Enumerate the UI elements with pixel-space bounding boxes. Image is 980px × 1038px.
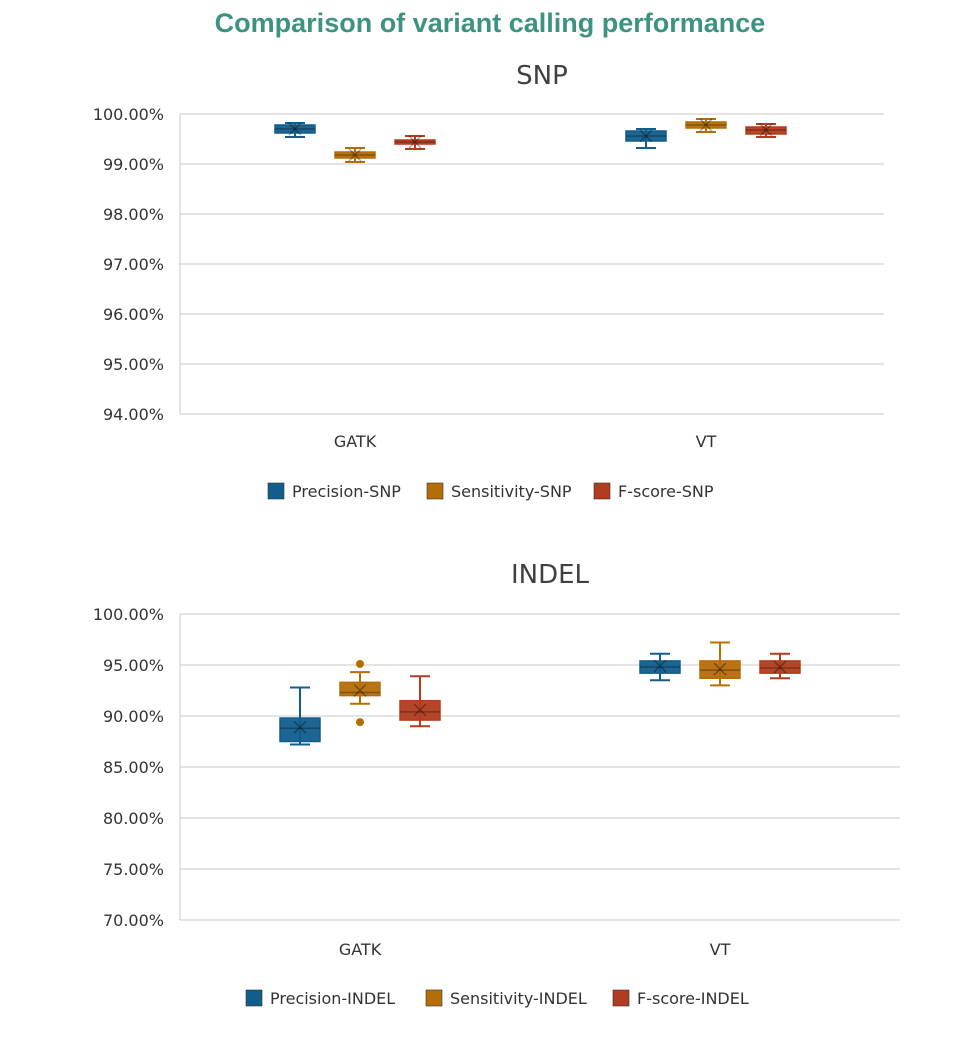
box-f-score-indel-vt <box>759 652 801 680</box>
box <box>399 699 441 721</box>
box-sensitivity-snp-gatk <box>334 147 376 163</box>
legend-swatch <box>612 989 630 1007</box>
box <box>639 660 681 674</box>
y-tick-label: 97.00% <box>103 255 164 274</box>
chart-title: INDEL <box>511 560 590 590</box>
outlier-point <box>356 718 364 727</box>
chart-snp: SNP 94.00% 95.00% 96.00% 97.00% 98.00% 99.00% 1… <box>93 61 884 501</box>
y-tick-label: 85.00% <box>103 758 164 777</box>
mean-marker <box>653 659 667 673</box>
box-sensitivity-snp-vt <box>685 118 727 133</box>
y-tick-label: 70.00% <box>103 911 164 930</box>
legend-label: Sensitivity-INDEL <box>450 989 587 1008</box>
box-precision-indel-vt <box>639 652 681 682</box>
x-tick-label: GATK <box>339 940 382 959</box>
y-tick-label: 98.00% <box>103 205 164 224</box>
y-tick-label: 96.00% <box>103 305 164 324</box>
x-tick-label: GATK <box>334 432 377 451</box>
legend-swatch <box>426 482 444 500</box>
box-sensitivity-indel-gatk <box>339 659 381 727</box>
legend-label: F-score-SNP <box>618 482 714 501</box>
y-tick-label: 100.00% <box>93 605 164 624</box>
mean-marker <box>713 662 727 676</box>
box <box>274 124 316 134</box>
outlier-point <box>356 659 364 668</box>
legend-swatch <box>267 482 285 500</box>
box-f-score-indel-gatk <box>399 675 441 728</box>
box <box>339 681 381 697</box>
box <box>759 660 801 674</box>
y-tick-label: 99.00% <box>103 155 164 174</box>
box <box>279 717 321 743</box>
y-tick-label: 95.00% <box>103 355 164 374</box>
y-tick-label: 94.00% <box>103 405 164 424</box>
mean-marker <box>408 135 422 149</box>
legend-swatch <box>425 989 443 1007</box>
x-tick-label: VT <box>710 940 731 959</box>
legend-label: Sensitivity-SNP <box>451 482 572 501</box>
y-tick-label: 90.00% <box>103 707 164 726</box>
box-precision-snp-vt <box>625 128 667 149</box>
mean-marker <box>639 129 653 143</box>
mean-marker <box>759 123 773 137</box>
mean-marker <box>413 703 427 717</box>
box-f-score-snp-vt <box>745 123 787 138</box>
legend-label: F-score-INDEL <box>637 989 749 1008</box>
chart-indel: INDEL 70.00% 75.00% 80.00% 85.00% 90.00% 95.00… <box>93 560 900 1008</box>
box <box>685 121 727 129</box>
x-tick-label: VT <box>696 432 717 451</box>
box-precision-snp-gatk <box>274 122 316 138</box>
mean-marker <box>348 148 362 162</box>
box-sensitivity-indel-vt <box>699 641 741 687</box>
box-precision-indel-gatk <box>279 686 321 746</box>
chart-title: SNP <box>516 61 568 91</box>
mean-marker <box>353 683 367 698</box>
y-tick-label: 75.00% <box>103 860 164 879</box>
legend-label: Precision-SNP <box>292 482 401 501</box>
box <box>625 130 667 142</box>
box <box>745 126 787 135</box>
box <box>334 151 376 159</box>
y-tick-label: 95.00% <box>103 656 164 675</box>
main-title: Comparison of variant calling performanc… <box>214 8 766 38</box>
box <box>394 139 436 145</box>
legend-swatch <box>245 989 263 1007</box>
mean-marker <box>773 660 787 674</box>
legend-swatch <box>593 482 611 500</box>
box <box>699 660 741 680</box>
mean-marker <box>699 118 713 132</box>
y-tick-label: 100.00% <box>93 105 164 124</box>
mean-marker <box>288 122 302 136</box>
legend-label: Precision-INDEL <box>270 989 395 1008</box>
y-tick-label: 80.00% <box>103 809 164 828</box>
box-f-score-snp-gatk <box>394 135 436 150</box>
mean-marker <box>293 720 307 734</box>
